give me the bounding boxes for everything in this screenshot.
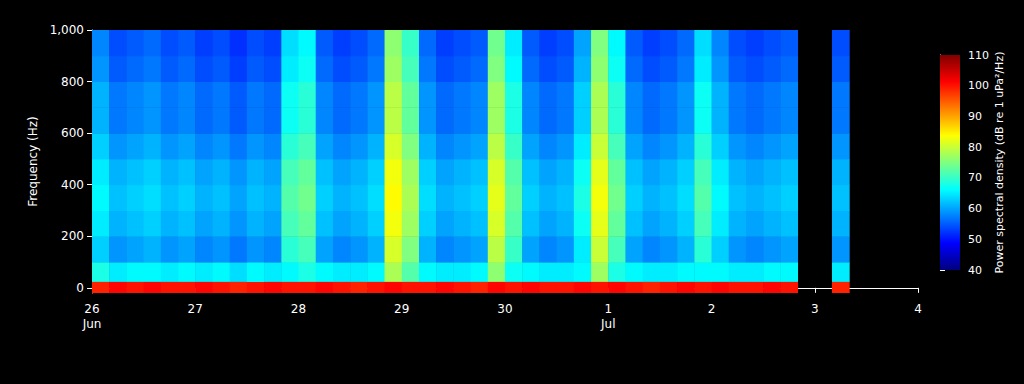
svg-text:1,000: 1,000 — [50, 23, 84, 37]
svg-text:40: 40 — [968, 264, 982, 277]
svg-text:27: 27 — [188, 302, 203, 316]
svg-text:29: 29 — [394, 302, 409, 316]
svg-text:70: 70 — [968, 171, 982, 184]
svg-text:60: 60 — [968, 202, 982, 215]
svg-text:800: 800 — [61, 75, 84, 89]
svg-text:2: 2 — [708, 302, 716, 316]
svg-text:4: 4 — [914, 302, 922, 316]
svg-text:Jun: Jun — [82, 317, 102, 331]
svg-text:30: 30 — [497, 302, 512, 316]
svg-text:100: 100 — [968, 79, 989, 92]
svg-text:3: 3 — [811, 302, 819, 316]
svg-text:90: 90 — [968, 110, 982, 123]
svg-text:110: 110 — [968, 49, 989, 62]
svg-text:600: 600 — [61, 126, 84, 140]
svg-text:Power spectral density (dB re: Power spectral density (dB re 1 uPa²/Hz) — [993, 52, 1006, 274]
svg-text:80: 80 — [968, 141, 982, 154]
svg-text:26: 26 — [84, 302, 99, 316]
svg-text:1: 1 — [604, 302, 612, 316]
svg-text:Frequency (Hz): Frequency (Hz) — [26, 116, 40, 207]
svg-text:400: 400 — [61, 178, 84, 192]
svg-text:Jul: Jul — [600, 317, 615, 331]
svg-text:0: 0 — [76, 281, 84, 295]
svg-text:50: 50 — [968, 233, 982, 246]
svg-text:200: 200 — [61, 229, 84, 243]
svg-text:28: 28 — [291, 302, 306, 316]
